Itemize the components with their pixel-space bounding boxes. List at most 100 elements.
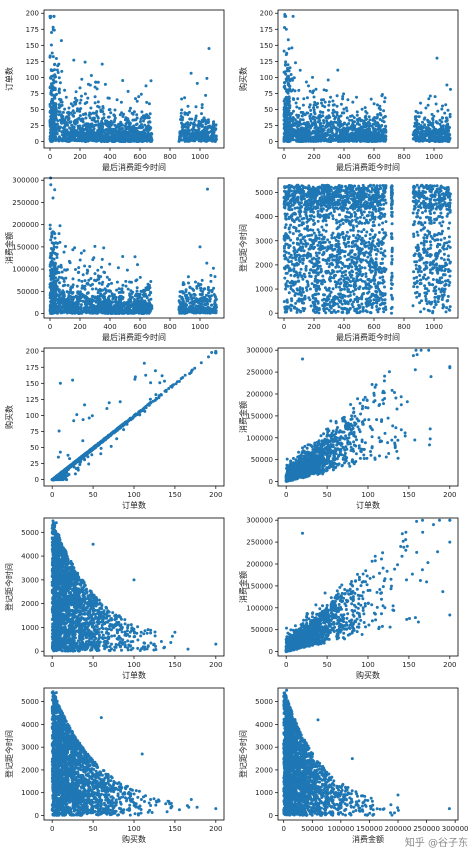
data-point xyxy=(286,106,290,110)
data-point xyxy=(88,306,92,310)
data-point xyxy=(181,307,185,311)
data-point xyxy=(60,270,64,274)
data-point xyxy=(78,101,82,105)
data-point xyxy=(357,136,361,140)
data-point xyxy=(420,132,424,136)
data-point xyxy=(321,104,325,108)
data-point xyxy=(286,83,290,87)
data-point xyxy=(213,134,217,138)
data-point xyxy=(92,256,96,260)
data-point xyxy=(137,295,140,299)
data-point xyxy=(70,300,74,304)
data-point xyxy=(82,249,86,253)
data-point xyxy=(441,126,445,130)
data-point xyxy=(80,309,83,313)
data-point xyxy=(117,139,121,143)
data-point xyxy=(80,77,84,81)
x-tick-label: 400 xyxy=(103,153,116,161)
data-point xyxy=(315,131,319,135)
data-point xyxy=(129,106,132,110)
data-point xyxy=(136,301,140,305)
data-point xyxy=(368,124,372,127)
data-point xyxy=(331,99,335,103)
y-tick-label: 175 xyxy=(260,26,273,34)
data-point xyxy=(149,79,153,83)
data-point xyxy=(132,118,136,122)
data-point xyxy=(107,128,111,132)
data-point xyxy=(103,139,107,143)
data-point xyxy=(115,137,119,141)
data-point xyxy=(347,122,351,125)
data-point xyxy=(293,118,297,122)
data-point xyxy=(121,302,125,306)
data-point xyxy=(142,119,145,123)
data-point xyxy=(289,129,293,133)
data-point xyxy=(50,69,53,73)
data-point xyxy=(71,277,75,281)
data-point xyxy=(95,311,99,315)
data-point xyxy=(199,139,203,143)
data-point xyxy=(93,101,97,105)
data-point xyxy=(306,121,310,124)
data-point xyxy=(62,250,66,254)
data-point xyxy=(88,297,92,301)
y-tick-label: 175 xyxy=(26,26,39,34)
data-point xyxy=(179,114,183,118)
data-point xyxy=(342,92,346,96)
data-point xyxy=(312,95,316,99)
data-point xyxy=(193,293,197,297)
data-point xyxy=(112,120,116,124)
data-point xyxy=(148,290,152,294)
data-point xyxy=(435,56,439,60)
data-point xyxy=(70,128,74,132)
data-point xyxy=(283,108,287,112)
data-point xyxy=(139,92,143,96)
data-point xyxy=(57,62,61,66)
data-point xyxy=(129,289,133,293)
data-point xyxy=(203,139,207,143)
data-point xyxy=(371,126,375,130)
data-point xyxy=(416,129,420,133)
data-point xyxy=(76,117,80,121)
data-point xyxy=(186,104,190,108)
data-point xyxy=(352,116,356,120)
data-point xyxy=(286,127,290,131)
data-point xyxy=(303,137,307,141)
data-point xyxy=(133,294,137,298)
data-point xyxy=(91,130,95,134)
data-point xyxy=(285,79,288,83)
data-point xyxy=(54,130,57,134)
data-point xyxy=(205,134,209,138)
data-point xyxy=(314,87,318,91)
data-point xyxy=(57,275,61,279)
data-point xyxy=(106,115,110,119)
data-point xyxy=(59,39,63,43)
data-point xyxy=(373,132,377,136)
data-point xyxy=(103,82,107,86)
data-point xyxy=(433,95,437,99)
data-point xyxy=(338,120,342,124)
data-point xyxy=(191,128,195,132)
data-point xyxy=(131,112,135,116)
data-point xyxy=(206,121,210,124)
scatter-panel-1: 0 200 400 600 800 10000255075100125150175200最… xyxy=(4,9,225,172)
data-point xyxy=(96,268,100,272)
data-point xyxy=(188,123,192,127)
data-point xyxy=(51,124,55,128)
data-point xyxy=(430,112,434,116)
data-point xyxy=(327,108,330,112)
data-point xyxy=(183,302,187,306)
data-point xyxy=(93,85,97,89)
data-point xyxy=(53,113,57,117)
data-point xyxy=(59,125,62,129)
data-point xyxy=(107,278,111,282)
data-point xyxy=(328,133,331,137)
data-point xyxy=(294,130,298,134)
data-point xyxy=(65,268,69,272)
data-point xyxy=(121,115,125,118)
data-point xyxy=(446,135,450,139)
data-point xyxy=(374,121,378,125)
data-point xyxy=(91,111,95,115)
data-point xyxy=(199,131,203,135)
data-point xyxy=(72,58,76,62)
